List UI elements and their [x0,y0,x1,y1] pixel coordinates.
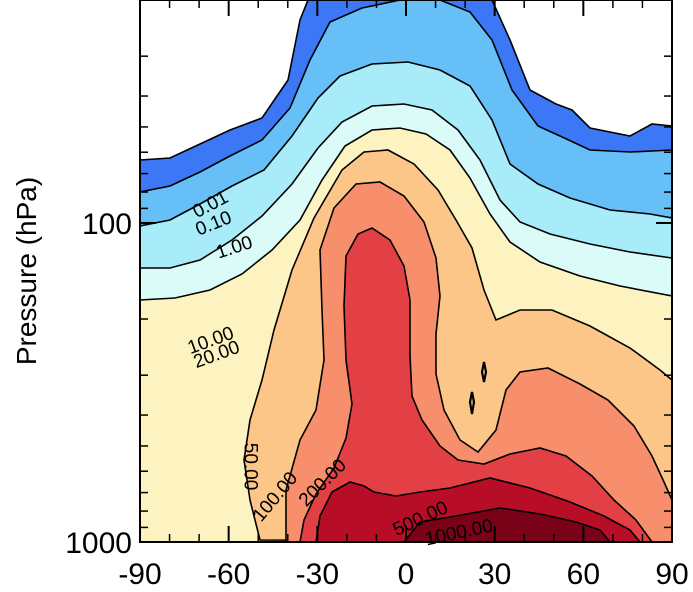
x-tick-label: 90 [655,558,688,591]
x-tick-label: -60 [207,558,250,591]
x-ticks [139,0,673,542]
x-tick-labels: -90 -60 -30 0 30 60 90 [118,558,688,591]
fill-level-200 [299,227,653,542]
x-tick-label: 60 [567,558,600,591]
x-tick-label: -90 [118,558,161,591]
x-tick-label: 30 [478,558,511,591]
contour-fills [140,0,672,542]
y-tick-label: 1000 [65,527,132,560]
fill-level-1000 [402,507,612,542]
x-tick-label: -30 [296,558,339,591]
small-contour-2 [468,391,476,415]
y-tick-label: 100 [82,208,132,241]
y-ticks [140,0,672,543]
y-tick-labels: 100 1000 [65,208,132,560]
y-axis-title: Pressure (hPa) [11,177,42,365]
small-contour-1 [480,361,488,383]
contour-label: 50.00 [239,443,260,491]
x-tick-label: 0 [398,558,415,591]
